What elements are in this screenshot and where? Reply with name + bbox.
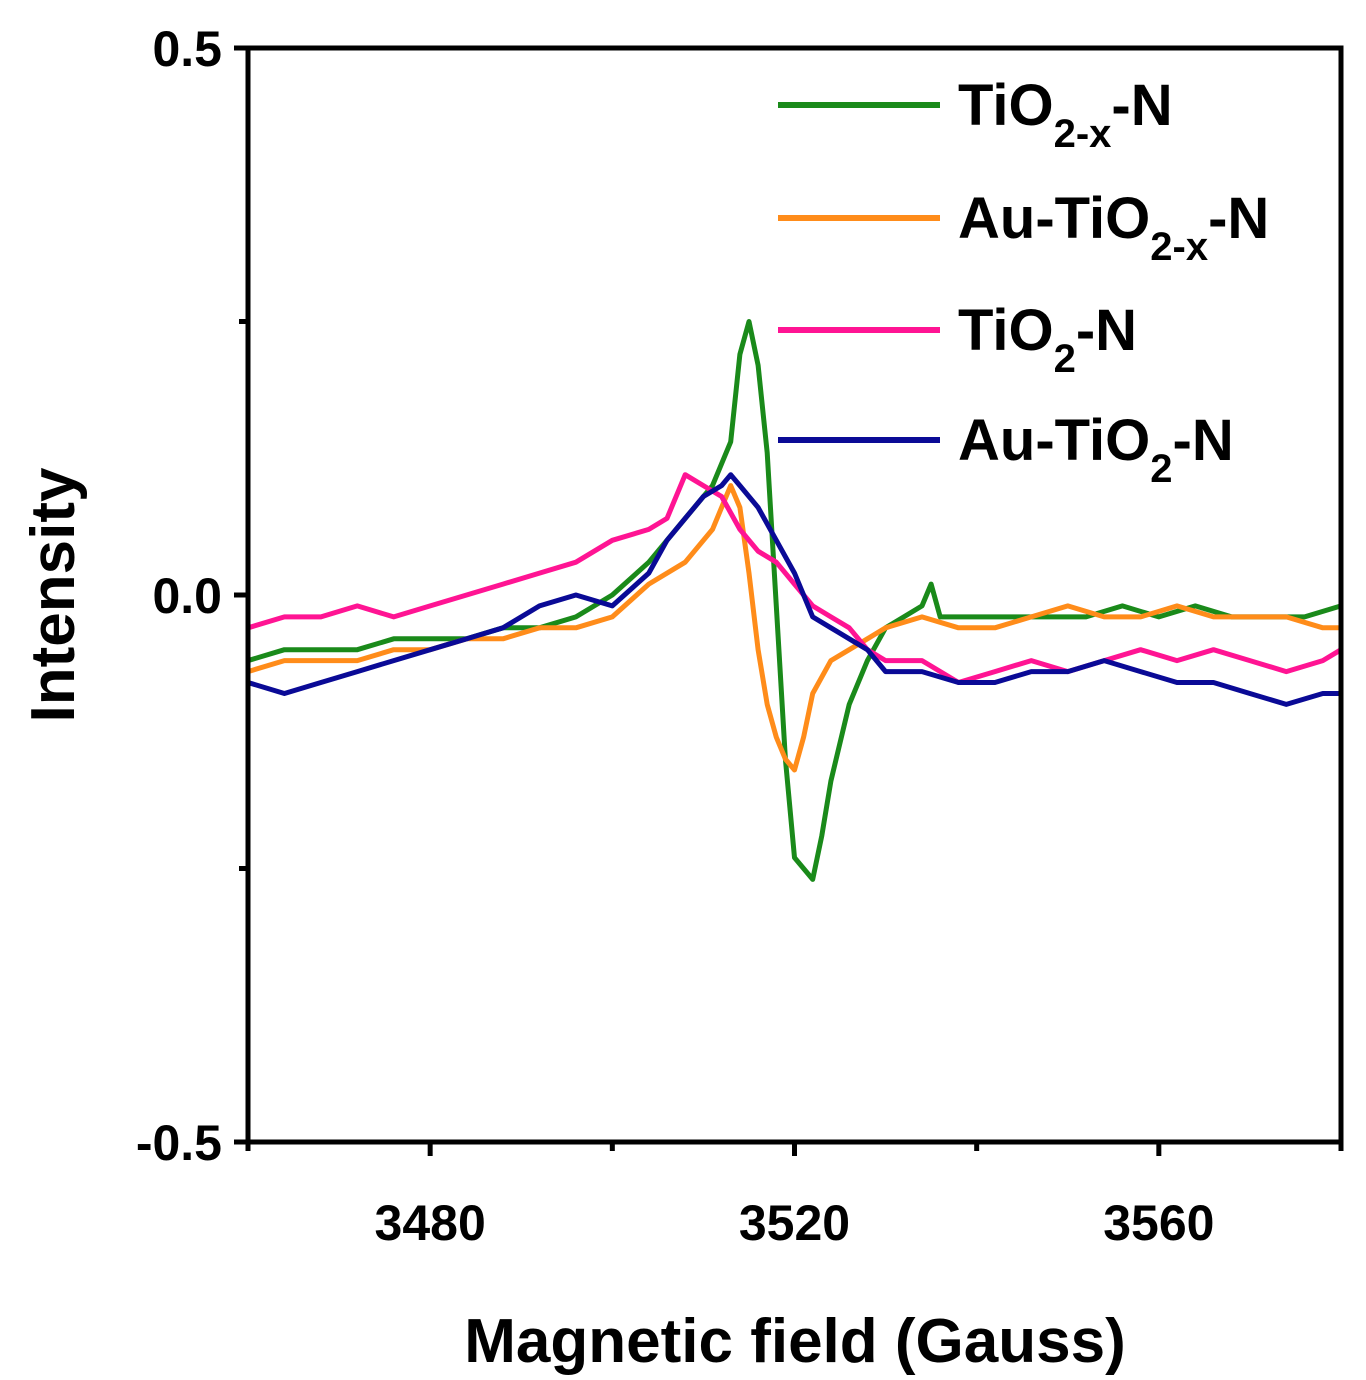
x-axis-title: Magnetic field (Gauss) bbox=[464, 1307, 1125, 1376]
legend: TiO2-x-N Au-TiO2-x-N TiO2-N Au-TiO2-N bbox=[778, 73, 1269, 491]
plot-frame bbox=[245, 45, 1344, 1145]
series-line-2 bbox=[245, 472, 1344, 685]
y-tick-label: -0.5 bbox=[136, 1115, 222, 1171]
series-line-3 bbox=[245, 472, 1344, 707]
legend-label-2: TiO2-N bbox=[958, 298, 1137, 381]
series-line-1 bbox=[245, 483, 1344, 773]
legend-label-0: TiO2-x-N bbox=[958, 73, 1173, 156]
x-tick-label: 3560 bbox=[1103, 1195, 1214, 1251]
x-tick-label: 3480 bbox=[375, 1195, 486, 1251]
legend-label-3: Au-TiO2-N bbox=[958, 408, 1234, 491]
y-tick-label: 0.0 bbox=[152, 568, 222, 624]
tick-labels: 3480 3520 3560 -0.5 0.0 0.5 bbox=[136, 21, 1215, 1251]
y-tick-label: 0.5 bbox=[152, 21, 222, 77]
plot-lines bbox=[245, 319, 1344, 882]
y-axis-title: Intensity bbox=[19, 467, 88, 722]
ticks bbox=[234, 45, 1344, 1156]
series-line-0 bbox=[245, 319, 1344, 882]
x-tick-label: 3520 bbox=[739, 1195, 850, 1251]
legend-label-1: Au-TiO2-x-N bbox=[958, 186, 1269, 269]
